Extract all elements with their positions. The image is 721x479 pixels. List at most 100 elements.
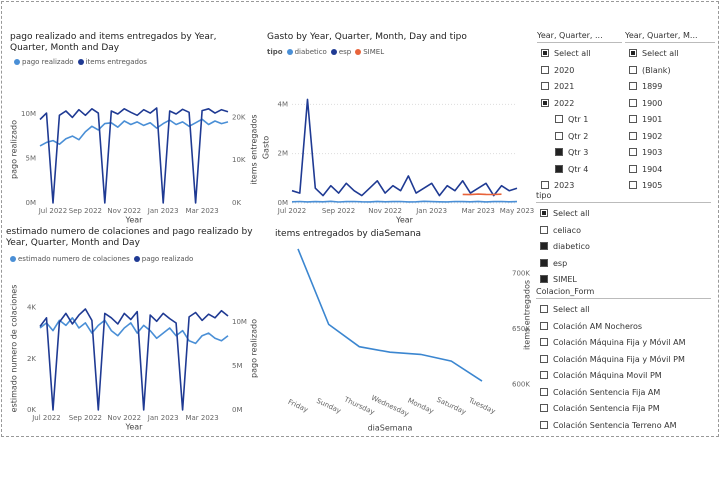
checkbox[interactable] bbox=[629, 164, 637, 173]
slicer-item-label: diabetico bbox=[553, 242, 590, 251]
checkbox[interactable] bbox=[540, 209, 548, 217]
slicer-item[interactable]: 1903 bbox=[625, 145, 715, 162]
checkbox[interactable] bbox=[541, 98, 549, 107]
x-tick-label: Mar 2023 bbox=[462, 207, 495, 215]
slicer-item-label: Qtr 4 bbox=[568, 164, 589, 174]
slicer-item-label: Select all bbox=[554, 49, 591, 58]
slicer-item[interactable]: Qtr 1 bbox=[537, 112, 622, 129]
slicer-item-label: 2023 bbox=[554, 181, 575, 190]
slicer-item[interactable]: 1900 bbox=[625, 96, 715, 113]
checkbox[interactable] bbox=[555, 148, 563, 156]
slicer-item[interactable]: 1902 bbox=[625, 129, 715, 146]
x-axis-title: Year bbox=[395, 216, 414, 225]
slicer: Year, Quarter, M... Select all (Blank) 1899… bbox=[625, 31, 715, 195]
checkbox[interactable] bbox=[540, 338, 548, 346]
checkbox[interactable] bbox=[540, 387, 548, 396]
checkbox[interactable] bbox=[629, 82, 637, 90]
slicer-item[interactable]: diabetico bbox=[536, 239, 711, 256]
x-tick-label: Nov 2022 bbox=[107, 414, 141, 422]
slicer-item[interactable]: Select all bbox=[536, 206, 711, 223]
checkbox[interactable] bbox=[540, 275, 548, 283]
checkbox[interactable] bbox=[540, 371, 548, 379]
slicer-header: Year, Quarter, M... bbox=[625, 31, 715, 43]
slicer-item[interactable]: 1901 bbox=[625, 112, 715, 129]
slicer-item[interactable]: Qtr 2 bbox=[537, 129, 622, 146]
slicer-item-label: Colación Máquina Fija y Móvil PM bbox=[553, 354, 685, 364]
slicer-item[interactable]: Colación Sentencia Terreno AM bbox=[536, 418, 711, 435]
checkbox[interactable] bbox=[629, 131, 637, 140]
checkbox[interactable] bbox=[541, 82, 549, 90]
slicer-item[interactable]: 2023 bbox=[537, 178, 622, 195]
y-axis-title: Gasto bbox=[262, 136, 271, 159]
checkbox[interactable] bbox=[629, 115, 637, 123]
slicer-item[interactable]: 2020 bbox=[537, 63, 622, 80]
slicer-item[interactable]: esp bbox=[536, 256, 711, 273]
slicer-item[interactable]: Colación Sentencia Fija PM bbox=[536, 401, 711, 418]
slicer-item[interactable]: Colación Sentencia Fija AM bbox=[536, 385, 711, 402]
y-tick-label: 700K bbox=[512, 269, 530, 277]
checkbox[interactable] bbox=[540, 225, 548, 234]
x-tick-label: Sep 2022 bbox=[69, 207, 102, 215]
y-tick-label: 0M bbox=[26, 199, 37, 207]
slicer-item[interactable]: Qtr 4 bbox=[537, 162, 622, 179]
checkbox[interactable] bbox=[540, 242, 548, 250]
slicer: Year, Quarter, ... Select all 2020 2021 2022… bbox=[537, 31, 622, 195]
y-axis-title: pago realizado bbox=[10, 120, 19, 179]
checkbox[interactable] bbox=[555, 115, 563, 123]
y2-axis-title: items entregados bbox=[250, 114, 259, 184]
slicer-item[interactable]: celiaco bbox=[536, 223, 711, 240]
checkbox[interactable] bbox=[540, 258, 548, 267]
x-tick-label: Nov 2022 bbox=[107, 207, 141, 215]
slicer-item-label: 2022 bbox=[554, 98, 575, 108]
legend: pago realizado items entregados bbox=[10, 58, 147, 66]
slicer-item[interactable]: Select all bbox=[536, 302, 711, 319]
checkbox[interactable] bbox=[555, 131, 563, 140]
checkbox[interactable] bbox=[629, 181, 637, 189]
series-line bbox=[39, 317, 229, 345]
slicer-item[interactable]: 1904 bbox=[625, 162, 715, 179]
slicer-item[interactable]: Colación AM Nocheros bbox=[536, 319, 711, 336]
y2-axis-title: pago realizado bbox=[250, 319, 259, 378]
x-tick-label: Jul 2022 bbox=[31, 414, 61, 422]
checkbox[interactable] bbox=[541, 65, 549, 74]
checkbox[interactable] bbox=[541, 181, 549, 189]
slicer-item[interactable]: Select all bbox=[625, 46, 715, 63]
checkbox[interactable] bbox=[540, 321, 548, 330]
slicer-item[interactable]: (Blank) bbox=[625, 63, 715, 80]
legend-label: diabetico bbox=[294, 48, 327, 56]
checkbox[interactable] bbox=[541, 49, 549, 57]
slicer-item[interactable]: Colación Máquina Fija y Móvil PM bbox=[536, 352, 711, 369]
checkbox[interactable] bbox=[540, 404, 548, 412]
slicer-item-label: Qtr 3 bbox=[568, 148, 589, 157]
legend-label: estimado numero de colaciones bbox=[18, 255, 130, 263]
slicer-item-label: Select all bbox=[642, 49, 679, 58]
x-tick-label: Wednesday bbox=[370, 394, 410, 418]
slicer-item[interactable]: Colación Máquina Fija y Móvil AM bbox=[536, 335, 711, 352]
checkbox[interactable] bbox=[555, 164, 563, 173]
slicer-item-label: 1904 bbox=[642, 164, 663, 174]
slicer-item[interactable]: 1905 bbox=[625, 178, 715, 195]
slicer-item[interactable]: 2021 bbox=[537, 79, 622, 96]
chart-title: estimado numero de colaciones and pago r… bbox=[6, 227, 253, 248]
legend: tipo diabetico esp SIMEL bbox=[267, 48, 384, 56]
checkbox[interactable] bbox=[629, 65, 637, 74]
slicer-item[interactable]: Select all bbox=[537, 46, 622, 63]
slicer-item[interactable]: Colación Máquina Movil PM bbox=[536, 368, 711, 385]
slicer-item[interactable]: 2022 bbox=[537, 96, 622, 113]
slicer-item-label: esp bbox=[553, 258, 568, 268]
checkbox[interactable] bbox=[540, 354, 548, 363]
checkbox[interactable] bbox=[629, 148, 637, 156]
x-tick-label: Sep 2022 bbox=[69, 414, 102, 422]
slicer-item[interactable]: Qtr 3 bbox=[537, 145, 622, 162]
checkbox[interactable] bbox=[629, 49, 637, 57]
y-tick-label: 4M bbox=[278, 100, 289, 108]
checkbox[interactable] bbox=[629, 98, 637, 107]
checkbox[interactable] bbox=[540, 420, 548, 429]
checkbox[interactable] bbox=[540, 305, 548, 313]
slicer-item[interactable]: 1899 bbox=[625, 79, 715, 96]
slicer-item[interactable]: SIMEL bbox=[536, 272, 711, 289]
slicer-item-label: SIMEL bbox=[553, 275, 577, 284]
legend-title: tipo bbox=[267, 48, 283, 56]
slicer-item-label: 1900 bbox=[642, 98, 663, 108]
